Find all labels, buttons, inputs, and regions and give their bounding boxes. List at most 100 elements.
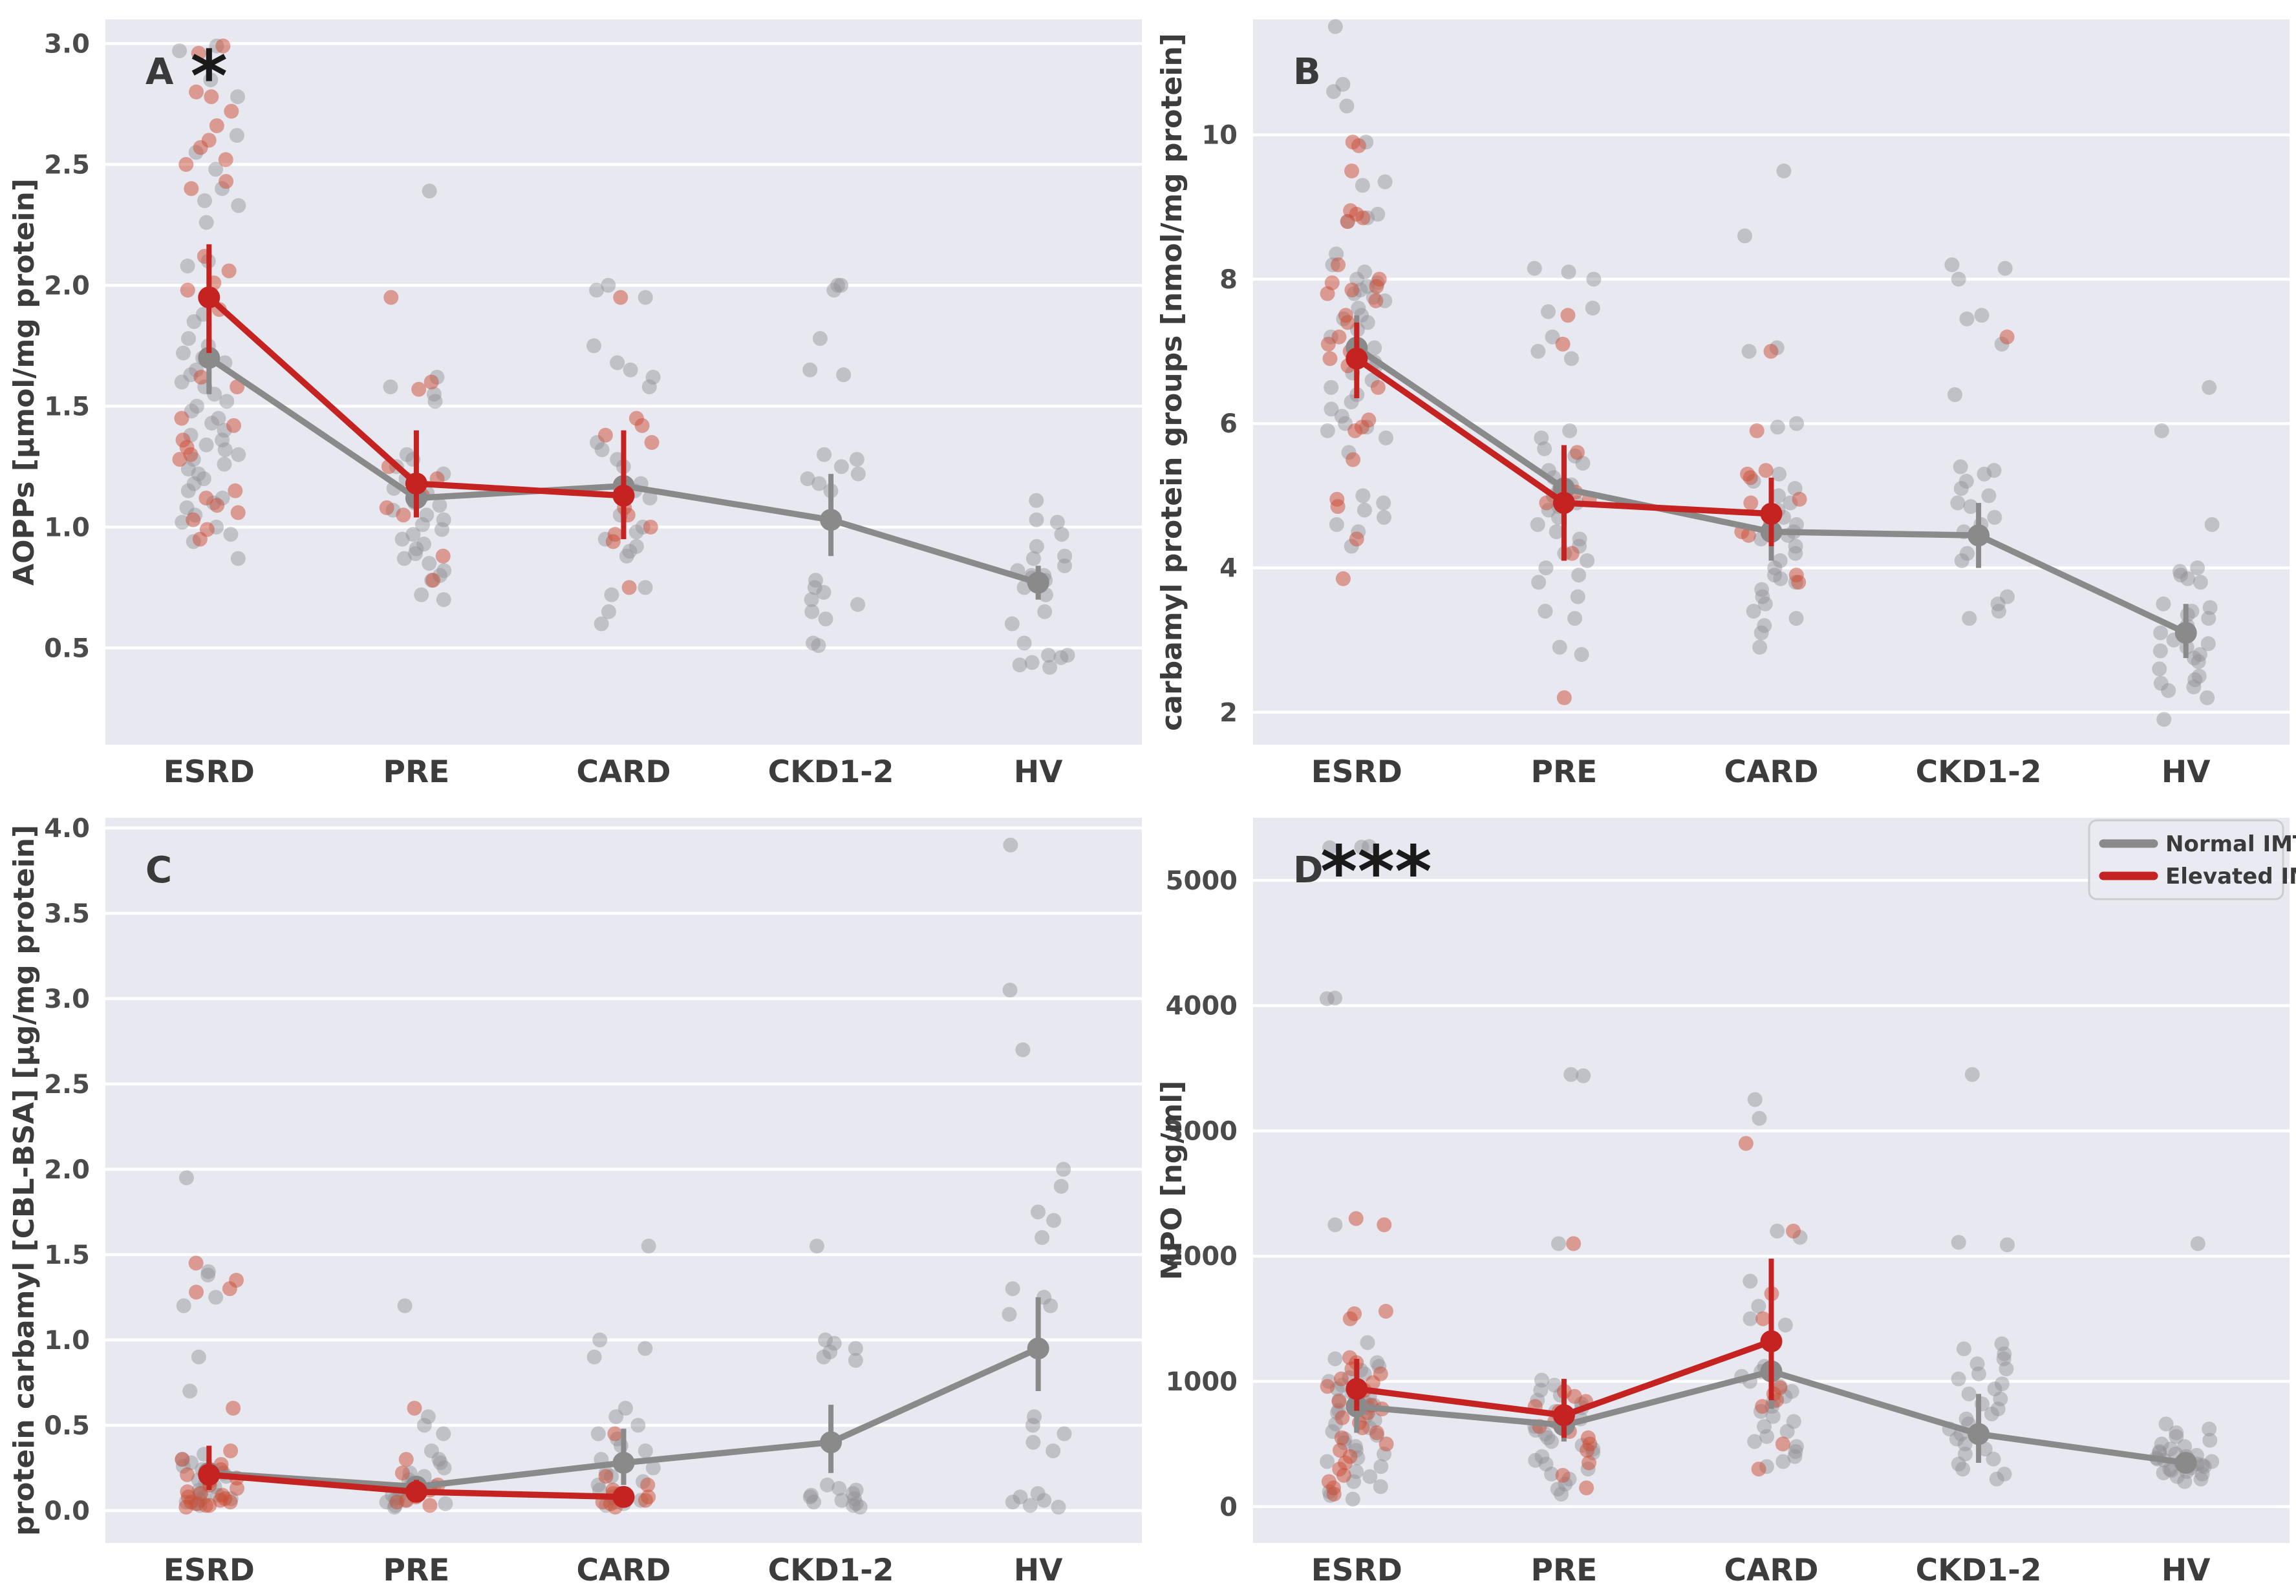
normal-mean-dot xyxy=(1027,1337,1049,1360)
panel-svg-D: 0 1000 2000 3000 4000 5000 MPO [ng/ml] ESRD PRE C… xyxy=(1155,818,2296,1588)
normal-scatter-point xyxy=(1057,548,1073,564)
elevated-scatter-point xyxy=(396,507,411,523)
normal-scatter-point xyxy=(1576,1068,1591,1083)
normal-scatter-point xyxy=(2152,643,2168,659)
normal-scatter-point xyxy=(1776,1454,1791,1469)
normal-scatter-point xyxy=(379,1495,394,1510)
normal-scatter-point xyxy=(2202,1432,2218,1448)
x-category-label: ESRD xyxy=(1311,1553,1402,1588)
elevated-scatter-point xyxy=(180,1467,195,1482)
x-category-label: HV xyxy=(2162,1553,2211,1588)
normal-scatter-point xyxy=(811,476,827,491)
normal-scatter-point xyxy=(601,277,616,293)
normal-scatter-point xyxy=(1562,423,1578,438)
elevated-scatter-point xyxy=(204,89,219,105)
elevated-scatter-point xyxy=(1775,1436,1790,1452)
elevated-scatter-point xyxy=(1369,279,1384,294)
y-tick-label: 4 xyxy=(1219,553,1238,583)
normal-scatter-point xyxy=(1563,1067,1579,1082)
elevated-scatter-point xyxy=(1743,470,1758,485)
normal-scatter-point xyxy=(2190,560,2205,575)
normal-scatter-point xyxy=(432,498,447,513)
normal-scatter-point xyxy=(394,531,410,547)
normal-scatter-point xyxy=(1016,635,1032,651)
normal-scatter-point xyxy=(1997,1346,2012,1361)
normal-scatter-point xyxy=(638,290,653,305)
normal-scatter-point xyxy=(816,1349,831,1365)
normal-scatter-point xyxy=(231,198,246,213)
normal-scatter-point xyxy=(2153,625,2169,641)
elevated-scatter-point xyxy=(1741,527,1756,543)
normal-scatter-point xyxy=(1005,1281,1020,1297)
normal-scatter-point xyxy=(846,1498,861,1513)
elevated-scatter-point xyxy=(1755,1311,1771,1326)
normal-scatter-point xyxy=(2194,1458,2210,1473)
elevated-scatter-point xyxy=(425,573,441,588)
normal-scatter-point xyxy=(2154,423,2169,438)
panel-protein-carbamyl: 0.0 0.5 1.0 1.5 2.0 2.5 3.0 3.5 4.0 protein carba… xyxy=(0,798,1148,1596)
normal-scatter-point xyxy=(1751,1299,1766,1314)
normal-scatter-point xyxy=(200,1268,216,1283)
x-category-label: CKD1-2 xyxy=(768,754,894,790)
normal-scatter-point xyxy=(1777,1317,1793,1333)
elevated-scatter-point xyxy=(1320,1379,1335,1394)
normal-scatter-point xyxy=(219,394,235,409)
x-category-label: CARD xyxy=(1724,1553,1818,1588)
normal-scatter-point xyxy=(1004,616,1020,632)
normal-mean-dot xyxy=(198,346,220,369)
normal-scatter-point xyxy=(1530,344,1546,359)
normal-scatter-point xyxy=(436,592,451,608)
normal-scatter-point xyxy=(641,379,657,394)
normal-scatter-point xyxy=(1996,1351,2012,1367)
normal-scatter-point xyxy=(1776,163,1792,178)
normal-scatter-point xyxy=(208,162,224,177)
normal-scatter-point xyxy=(816,584,831,600)
normal-scatter-point xyxy=(409,541,424,557)
normal-scatter-point xyxy=(848,1353,863,1368)
normal-scatter-point xyxy=(1541,304,1556,319)
normal-scatter-point xyxy=(1987,1381,2002,1397)
elevated-scatter-point xyxy=(1335,571,1351,586)
normal-scatter-point xyxy=(807,580,822,595)
normal-scatter-point xyxy=(230,551,246,566)
normal-scatter-point xyxy=(1326,84,1342,100)
normal-scatter-point xyxy=(1958,474,1974,489)
normal-scatter-point xyxy=(833,277,849,293)
normal-scatter-point xyxy=(1951,271,1966,287)
normal-scatter-point xyxy=(818,612,833,627)
normal-scatter-point xyxy=(1737,228,1753,244)
elevated-scatter-point xyxy=(1330,499,1346,515)
normal-scatter-point xyxy=(2156,1465,2171,1480)
elevated-scatter-point xyxy=(224,103,239,119)
normal-scatter-point xyxy=(1029,493,1044,508)
elevated-scatter-point xyxy=(180,282,195,298)
normal-scatter-point xyxy=(1057,558,1073,573)
normal-scatter-point xyxy=(610,355,625,370)
normal-scatter-point xyxy=(407,546,423,562)
normal-scatter-point xyxy=(610,452,625,467)
normal-scatter-point xyxy=(1543,1466,1559,1482)
y-tick-label: 3.0 xyxy=(44,984,90,1014)
x-category-label: PRE xyxy=(1531,1553,1598,1588)
normal-scatter-point xyxy=(601,604,616,619)
y-tick-label: 1.0 xyxy=(44,513,90,542)
normal-scatter-point xyxy=(197,193,212,208)
normal-scatter-point xyxy=(818,1332,833,1348)
normal-scatter-point xyxy=(2177,1439,2193,1454)
normal-scatter-point xyxy=(1999,1361,2014,1377)
normal-scatter-point xyxy=(586,1349,602,1365)
elevated-scatter-point xyxy=(191,45,206,61)
normal-scatter-point xyxy=(2193,575,2208,590)
normal-scatter-point xyxy=(1959,546,1975,561)
normal-scatter-point xyxy=(1981,488,1997,504)
normal-scatter-point xyxy=(1771,488,1786,504)
normal-mean-dot xyxy=(2174,621,2197,644)
normal-scatter-point xyxy=(1961,1386,1977,1401)
normal-scatter-point xyxy=(1012,657,1027,673)
y-tick-label: 4000 xyxy=(1166,992,1238,1021)
normal-scatter-point xyxy=(848,1482,864,1498)
normal-scatter-point xyxy=(1971,1366,1986,1381)
normal-scatter-point xyxy=(1329,516,1344,532)
normal-scatter-point xyxy=(1015,1042,1031,1058)
normal-scatter-point xyxy=(1049,515,1065,530)
